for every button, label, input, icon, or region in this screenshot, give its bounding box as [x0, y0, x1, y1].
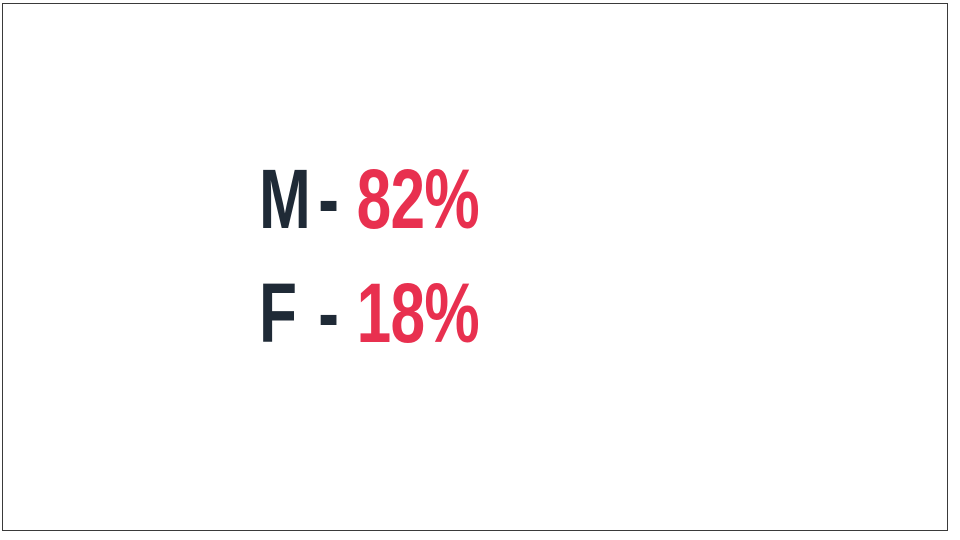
stat-value-male: 82% — [356, 152, 480, 246]
stat-label-female: F — [259, 266, 297, 360]
slide: M - 82% F - 18% — [2, 3, 948, 531]
stat-separator: - — [318, 266, 339, 360]
gender-stats: M - 82% F - 18% — [259, 142, 556, 370]
stat-row-female: F - 18% — [259, 256, 480, 370]
stat-value-female: 18% — [356, 266, 480, 360]
stat-label-male: M — [259, 152, 311, 246]
stat-row-male: M - 82% — [259, 142, 480, 256]
stat-separator: - — [318, 152, 339, 246]
